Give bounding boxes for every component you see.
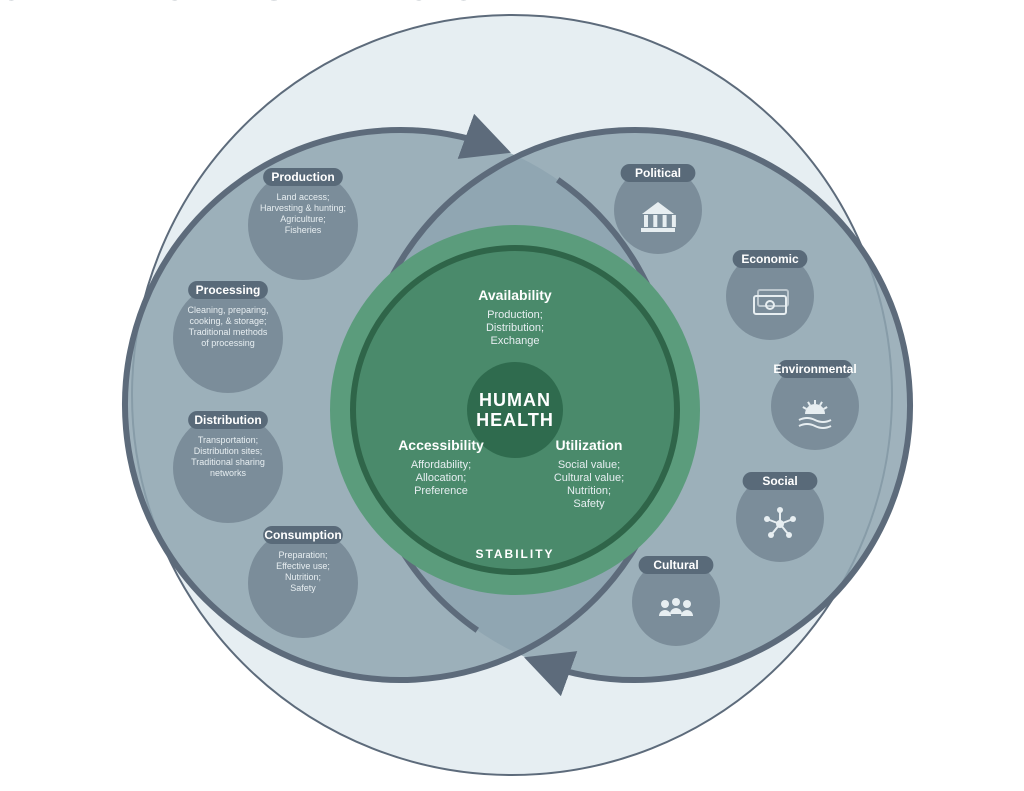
pillar-availability-line-1: Distribution; bbox=[486, 322, 544, 334]
fs-node-production-title: Production bbox=[271, 170, 334, 184]
det-node-social-title: Social bbox=[762, 474, 797, 488]
stability-label: STABILITY bbox=[475, 547, 554, 561]
fs-node-distribution-line-2: Traditional sharing bbox=[191, 457, 265, 467]
diagram-svg: CLIMATE CHANGE IMPACTSFOOD SYSTEMSEXAMPL… bbox=[0, 0, 1024, 791]
fs-node-consumption-line-2: Nutrition; bbox=[285, 572, 321, 582]
center-line1: HUMAN bbox=[479, 390, 551, 410]
det-node-environmental-title: Environmental bbox=[773, 362, 856, 376]
fs-node-distribution-line-1: Distribution sites; bbox=[194, 446, 263, 456]
pillar-utilization-line-3: Safety bbox=[573, 498, 605, 510]
fs-node-processing-title: Processing bbox=[196, 283, 261, 297]
fs-node-production-line-2: Agriculture; bbox=[280, 214, 326, 224]
pillar-availability-line-2: Exchange bbox=[491, 335, 540, 347]
fs-node-consumption-title: Consumption bbox=[264, 528, 341, 542]
det-node-social: Social bbox=[736, 472, 824, 562]
center-line2: HEALTH bbox=[476, 410, 554, 430]
fs-node-distribution-title: Distribution bbox=[194, 413, 261, 427]
pillar-utilization-line-2: Nutrition; bbox=[567, 485, 611, 497]
pillar-utilization-line-0: Social value; bbox=[558, 459, 620, 471]
pillar-availability-title: Availability bbox=[478, 287, 552, 303]
fs-node-consumption-line-1: Effective use; bbox=[276, 561, 330, 571]
fs-node-production-line-3: Fisheries bbox=[285, 225, 322, 235]
det-node-political: Political bbox=[614, 164, 702, 254]
fs-node-processing-line-1: cooking, & storage; bbox=[189, 316, 266, 326]
fs-node-distribution-line-0: Transportation; bbox=[198, 435, 258, 445]
det-node-cultural: Cultural bbox=[632, 556, 720, 646]
det-node-cultural-title: Cultural bbox=[653, 558, 698, 572]
fs-node-production-line-0: Land access; bbox=[276, 192, 329, 202]
fs-node-processing-line-0: Cleaning, preparing, bbox=[187, 305, 268, 315]
det-node-economic-title: Economic bbox=[741, 252, 799, 266]
pillar-accessibility-line-1: Allocation; bbox=[416, 472, 467, 484]
pillar-accessibility-line-2: Preference bbox=[414, 485, 468, 497]
food-security-label: FOOD SECURITY bbox=[0, 0, 207, 5]
pillar-accessibility-line-0: Affordability; bbox=[411, 459, 471, 471]
fs-node-consumption-line-3: Safety bbox=[290, 583, 316, 593]
det-node-environmental: Environmental bbox=[771, 360, 859, 450]
fs-node-production-line-1: Harvesting & hunting; bbox=[260, 203, 346, 213]
pillar-utilization-line-1: Cultural value; bbox=[554, 472, 624, 484]
det-node-economic: Economic bbox=[726, 250, 814, 340]
fs-node-distribution-line-3: networks bbox=[210, 468, 247, 478]
fs-node-processing-line-3: of processing bbox=[201, 338, 255, 348]
det-node-political-title: Political bbox=[635, 166, 681, 180]
fs-node-consumption-line-0: Preparation; bbox=[278, 550, 327, 560]
diagram-canvas: CLIMATE CHANGE IMPACTSFOOD SYSTEMSEXAMPL… bbox=[0, 0, 1024, 791]
pillar-accessibility-title: Accessibility bbox=[398, 437, 484, 453]
pillar-availability-line-0: Production; bbox=[487, 309, 543, 321]
pillar-utilization-title: Utilization bbox=[556, 437, 623, 453]
fs-node-processing-line-2: Traditional methods bbox=[189, 327, 268, 337]
